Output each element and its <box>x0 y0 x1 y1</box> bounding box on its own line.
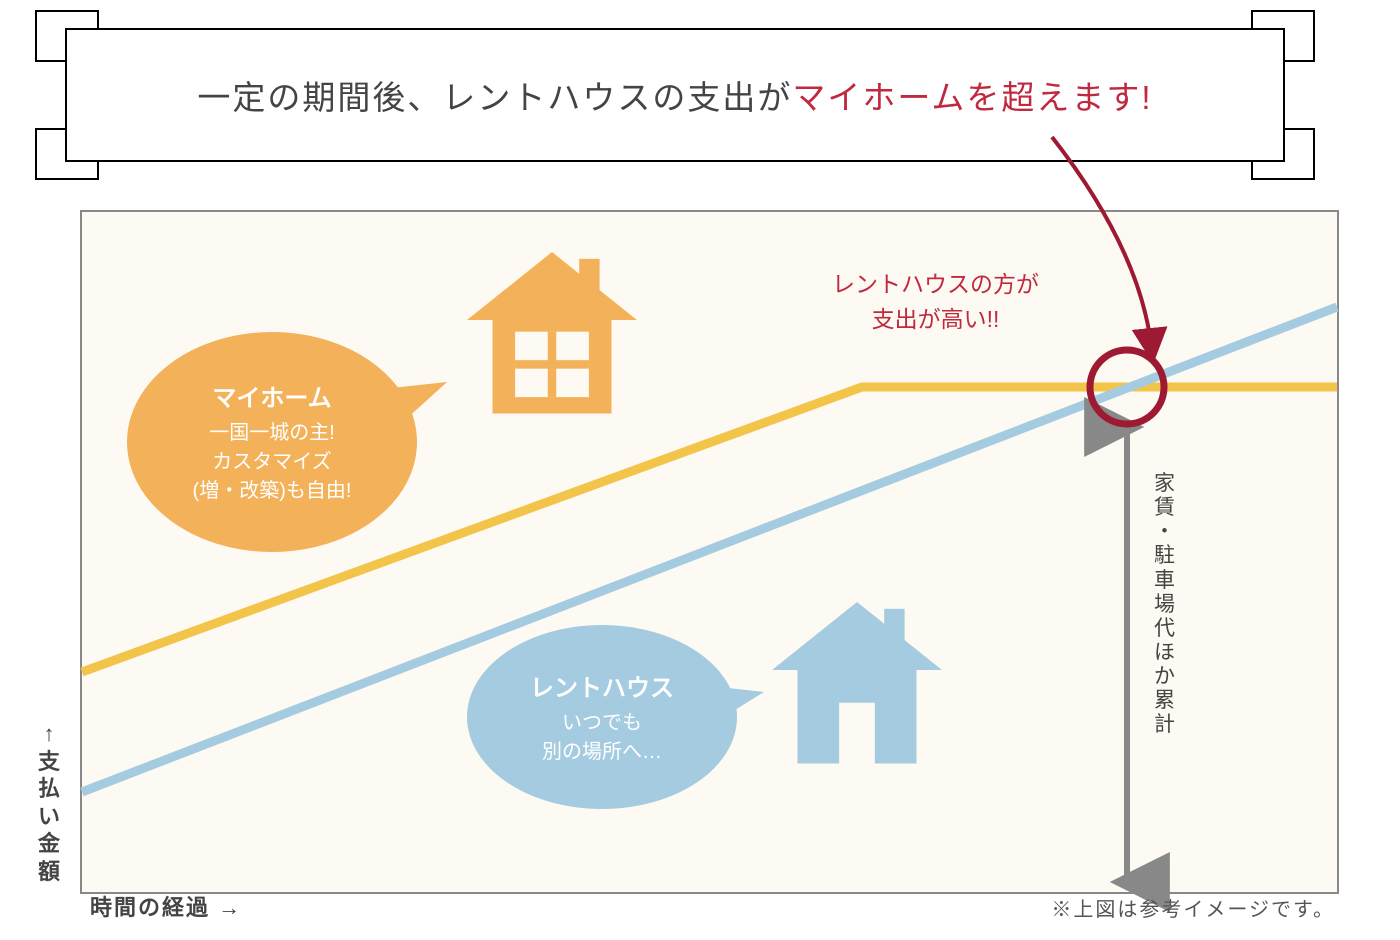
y-axis-label: ↑ 支払い金額 <box>35 720 63 885</box>
bubble-myhome: マイホーム一国一城の主!カスタマイズ(増・改築)も自由! <box>127 332 417 552</box>
chart-region: ↑ 支払い金額 マイホーム一国一城の主!カスタマイズ(増・改築)も自由! レントハ… <box>35 210 1335 920</box>
x-axis-label: 時間の経過 → <box>90 890 242 922</box>
headline-banner: 一定の期間後、レントハウスの支出がマイホームを超えます! <box>35 10 1315 180</box>
banner-inner: 一定の期間後、レントハウスの支出がマイホームを超えます! <box>65 28 1285 162</box>
chart-plot: マイホーム一国一城の主!カスタマイズ(増・改築)も自由! レントハウスいつでも別の… <box>80 210 1339 894</box>
house-icon-rent <box>772 602 942 764</box>
y-axis-arrow: ↑ <box>35 720 63 748</box>
bubble-myhome-title: マイホーム <box>212 378 331 413</box>
bubble-myhome-body: 一国一城の主!カスタマイズ(増・改築)も自由! <box>193 419 352 506</box>
intersection-label: レントハウスの方が支出が高い!! <box>832 267 1039 336</box>
chart-footnote: ※上図は参考イメージです。 <box>1051 893 1335 922</box>
banner-text-highlight: マイホームを超えます! <box>792 79 1152 116</box>
banner-text-prefix: 一定の期間後、レントハウスの支出が <box>197 79 792 116</box>
cumulative-arrow-label: 家賃・駐車場代ほか累計 <box>1154 472 1175 738</box>
banner-title: 一定の期間後、レントハウスの支出がマイホームを超えます! <box>197 71 1152 119</box>
house-icon-myhome <box>467 252 637 414</box>
bubble-rent-title: レントハウス <box>530 668 674 703</box>
bubble-rent-body: いつでも別の場所へ… <box>542 709 662 767</box>
bubble-rent: レントハウスいつでも別の場所へ… <box>467 625 737 809</box>
